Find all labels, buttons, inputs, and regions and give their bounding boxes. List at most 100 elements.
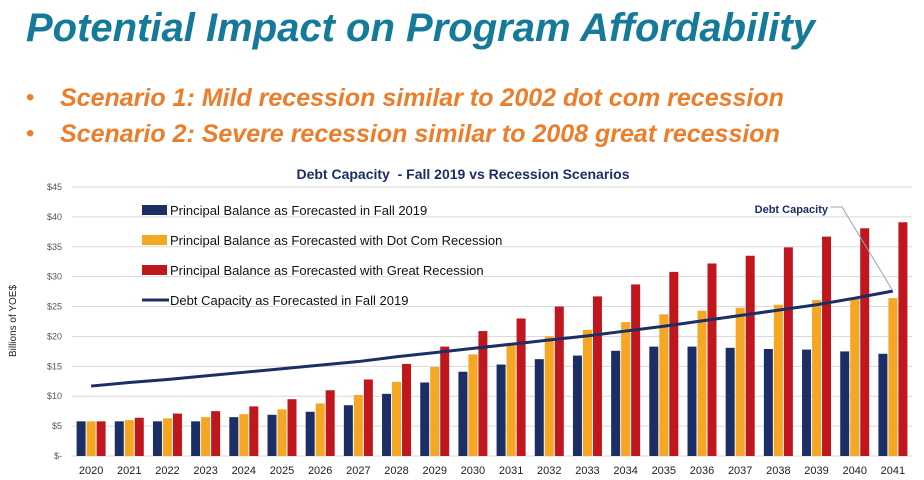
legend-entry: Principal Balance as Forecasted with Gre… — [170, 263, 484, 278]
y-tick-label: $- — [54, 451, 62, 461]
y-tick-label: $35 — [47, 242, 62, 252]
bar-1-2023 — [191, 421, 201, 456]
bar-1-2038 — [763, 348, 773, 456]
bar-2-2036 — [697, 310, 707, 456]
x-tick-labels: 2020 2021 2022 2023 2024 2025 2026 2027 2028 2029… — [79, 465, 905, 477]
x-tick-label: 2040 — [842, 465, 866, 477]
x-tick-label: 2025 — [270, 465, 294, 477]
bar-1-2041 — [878, 353, 888, 456]
bar-1-2034 — [611, 350, 621, 456]
bar-2-2032 — [544, 336, 554, 456]
bar-1-2024 — [229, 417, 239, 456]
bar-2-2039 — [812, 299, 822, 456]
annotation-leader — [831, 206, 894, 292]
bullet-scenario-1: • Scenario 1: Mild recession similar to … — [26, 84, 784, 120]
x-tick-label: 2041 — [881, 465, 905, 477]
bar-1-2033 — [572, 355, 582, 456]
bar-3-2037 — [745, 255, 755, 456]
x-tick-label: 2026 — [308, 465, 332, 477]
legend-swatch — [142, 205, 167, 215]
bar-3-2022 — [172, 413, 182, 456]
x-tick-label: 2029 — [422, 465, 446, 477]
y-tick-label: $20 — [47, 331, 62, 341]
bar-3-2028 — [402, 363, 412, 456]
bar-1-2021 — [114, 421, 124, 456]
bar-1-2027 — [343, 405, 353, 456]
bar-3-2036 — [707, 263, 717, 456]
bar-3-2030 — [478, 331, 488, 456]
legend-swatch — [142, 235, 167, 245]
bar-3-2039 — [822, 236, 832, 456]
x-tick-label: 2039 — [804, 465, 828, 477]
bar-3-2041 — [898, 222, 908, 456]
bullet-text: Scenario 2: Severe recession similar to … — [60, 120, 780, 148]
legend-entry: Debt Capacity as Forecasted in Fall 2019 — [170, 293, 408, 308]
x-tick-label: 2028 — [384, 465, 408, 477]
debt-capacity-line — [90, 289, 894, 388]
bar-2-2025 — [277, 409, 287, 456]
bar-2-2041 — [888, 298, 898, 456]
x-tick-label: 2032 — [537, 465, 561, 477]
bar-2-2027 — [353, 395, 363, 456]
y-tick-label: $25 — [47, 302, 62, 312]
x-tick-label: 2030 — [461, 465, 485, 477]
bullet-marker: • — [26, 84, 35, 111]
x-tick-label: 2035 — [652, 465, 676, 477]
bar-2-2030 — [468, 354, 478, 456]
bullet-scenario-2: • Scenario 2: Severe recession similar t… — [26, 120, 784, 156]
bar-1-2035 — [649, 346, 659, 456]
y-tick-label: $10 — [47, 391, 62, 401]
bar-2-2031 — [506, 345, 516, 456]
bar-2-2029 — [430, 366, 440, 456]
bar-2-2037 — [735, 307, 745, 456]
bar-2-2035 — [659, 314, 669, 456]
bar-1-2022 — [152, 421, 162, 456]
bar-2-2022 — [162, 418, 172, 456]
bar-2-2034 — [621, 322, 631, 456]
bar-1-2020 — [76, 421, 86, 456]
bar-1-2039 — [802, 349, 812, 456]
y-axis-label: Billions of YOE$ — [8, 285, 19, 358]
bar-3-2034 — [631, 284, 641, 456]
bullet-marker: • — [26, 120, 35, 147]
y-tick-label: $5 — [52, 421, 62, 431]
bar-3-2020 — [96, 421, 106, 456]
bar-1-2026 — [305, 411, 315, 456]
x-tick-label: 2020 — [79, 465, 103, 477]
bar-2-2026 — [315, 403, 325, 456]
bar-marks — [76, 222, 908, 456]
annotations: Debt Capacity — [755, 204, 894, 292]
x-tick-label: 2023 — [193, 465, 217, 477]
bar-1-2025 — [267, 414, 277, 456]
bar-2-2020 — [86, 421, 96, 456]
bar-1-2028 — [382, 393, 392, 456]
bar-3-2032 — [554, 306, 564, 456]
legend-swatch — [142, 265, 167, 275]
capacity-line — [90, 289, 894, 388]
bar-2-2040 — [850, 297, 860, 456]
y-tick-label: $40 — [47, 212, 62, 222]
legend: Principal Balance as Forecasted in Fall … — [142, 203, 502, 308]
bar-1-2032 — [534, 359, 544, 456]
x-tick-label: 2036 — [690, 465, 714, 477]
x-tick-label: 2022 — [155, 465, 179, 477]
bar-2-2021 — [124, 420, 134, 456]
bar-3-2031 — [516, 318, 526, 456]
chart-title: Debt Capacity - Fall 2019 vs Recession S… — [296, 166, 629, 182]
bar-2-2033 — [582, 329, 592, 456]
bar-1-2030 — [458, 371, 468, 456]
bar-3-2033 — [592, 296, 602, 456]
x-tick-label: 2038 — [766, 465, 790, 477]
bar-3-2035 — [669, 271, 679, 456]
bar-3-2027 — [363, 379, 373, 456]
bar-3-2025 — [287, 399, 297, 456]
bar-1-2031 — [496, 364, 506, 456]
bar-3-2040 — [860, 228, 870, 456]
y-tick-label: $15 — [47, 361, 62, 371]
bar-1-2029 — [420, 382, 430, 456]
legend-entry: Principal Balance as Forecasted with Dot… — [170, 233, 502, 248]
bar-3-2021 — [134, 417, 144, 456]
y-tick-labels: $- $5 $10 $15 $20 $25 $30 $35 $40 $45 — [47, 182, 62, 461]
x-tick-label: 2037 — [728, 465, 752, 477]
